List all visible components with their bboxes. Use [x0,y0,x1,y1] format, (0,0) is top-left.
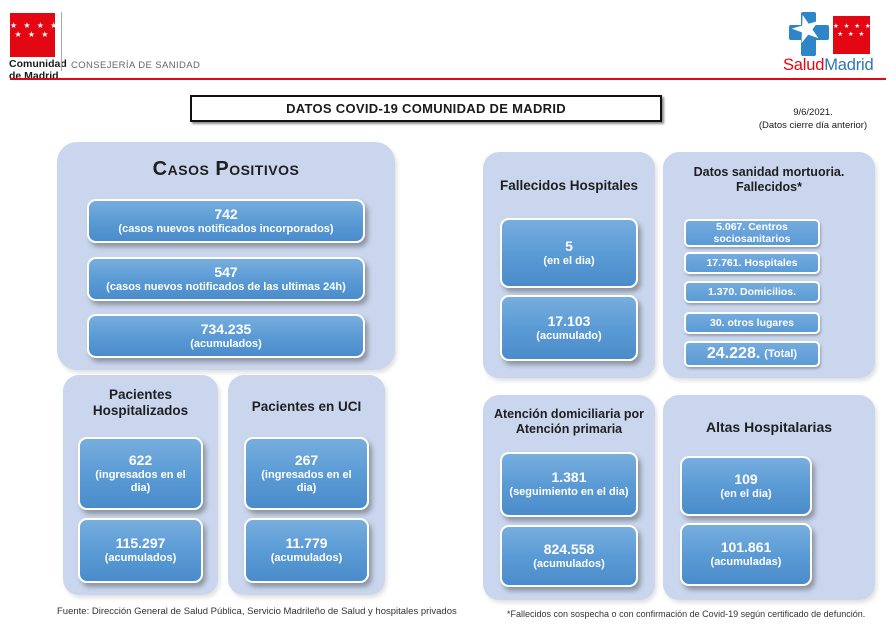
total-label: (Total) [764,348,798,360]
stat-label: (casos nuevos notificados incorporados) [118,222,334,235]
stat-value: 5 [565,237,573,254]
header-divider [61,12,62,71]
stat-value: 11.779 [285,535,328,552]
mort-row-total: 24.228. (Total) [684,341,820,367]
mort-row-sociosanitarios: 5.067. Centros sociosanitarios [684,219,820,247]
report-date: 9/6/2021. (Datos cierre día anterior) [748,106,878,132]
flag-stars-row1-icon: ★ ★ ★ ★ [10,21,60,30]
mort-row-otros-lugares: 30. otros lugares [684,312,820,334]
stat-label: (acumulado) [536,329,602,342]
panel-altas-hospitalarias: Altas Hospitalarias 109 (en el dia) 101.… [663,395,875,600]
stat-box-altas-acumuladas: 101.861 (acumuladas) [680,523,812,586]
stat-value: 109 [734,470,758,487]
stat-value: 734.235 [200,320,252,337]
flag-stars-row1-icon: ★ ★ ★ ★ [833,23,873,30]
salud-madrid-cross-icon: ★ [785,4,829,56]
stat-value: 1.381 [551,469,587,486]
stat-value: 17.103 [547,312,591,329]
stat-box-uci-acumulados: 11.779 (acumulados) [244,518,369,583]
panel-title: Datos sanidad mortuoria. Fallecidos* [693,165,845,194]
stat-label: (acumulados) [104,552,177,565]
panel-sanidad-mortuoria: Datos sanidad mortuoria. Fallecidos* 5.0… [663,152,875,378]
stat-label: (acumuladas) [710,556,782,569]
total-value: 24.228. [706,345,761,362]
panel-casos-positivos: Casos Positivos 742 (casos nuevos notifi… [57,142,395,370]
department-label: CONSEJERÍA DE SANIDAD [71,60,201,71]
panel-title: Casos Positivos [152,158,300,180]
stat-label: (ingresados en el dia) [95,468,186,495]
stat-label: (acumulados) [270,552,343,565]
panel-title: Pacientes Hospitalizados [92,387,189,418]
stat-value: 101.861 [720,539,772,556]
panel-title: Altas Hospitalarias [705,419,833,435]
stat-box-fallecidos-dia: 5 (en el dia) [500,218,638,288]
stat-value: 622 [128,451,153,468]
stat-box-hosp-dia: 622 (ingresados en el dia) [78,437,203,510]
mort-row-hospitales: 17.761. Hospitales [684,252,820,274]
stat-value: 115.297 [115,535,166,552]
stat-box-casos-24h: 547 (casos nuevos notificados de las ult… [87,257,365,301]
star-icon: ★ [784,4,829,53]
stat-box-atencion-dia: 1.381 (seguimiento en el dia) [500,452,638,517]
date-note: (Datos cierre día anterior) [758,120,868,131]
panel-title: Atención domiciliaria por Atención prima… [493,407,645,436]
comunidad-madrid-flag-icon: ★ ★ ★ ★ ★ ★ ★ [10,13,60,57]
comunidad-madrid-wordmark: Comunidad de Madrid [9,58,67,82]
panel-pacientes-hospitalizados: Pacientes Hospitalizados 622 (ingresados… [63,375,218,595]
stat-box-casos-incorporados: 742 (casos nuevos notificados incorporad… [87,199,365,243]
stat-value: 267 [294,451,319,468]
header-rule [10,78,886,80]
stat-label: (en el dia) [543,254,595,267]
page-title: DATOS COVID-19 COMUNIDAD DE MADRID [190,95,662,122]
panel-pacientes-uci: Pacientes en UCI 267 (ingresados en el d… [228,375,385,595]
date-value: 9/6/2021. [793,107,833,118]
stat-label: (ingresados en el dia) [261,468,352,495]
stat-box-casos-acumulados: 734.235 (acumulados) [87,314,365,358]
flag-stars-row2-icon: ★ ★ ★ [14,30,51,39]
panel-title: Fallecidos Hospitales [499,178,639,193]
stat-label: (casos nuevos notificados de las ultimas… [106,280,346,293]
deaths-footnote: *Fallecidos con sospecha o con confirmac… [507,609,866,619]
panel-fallecidos-hospitales: Fallecidos Hospitales 5 (en el dia) 17.1… [483,152,655,378]
stat-value: 824.558 [543,540,595,557]
stat-box-altas-dia: 109 (en el dia) [680,456,812,516]
salud-madrid-wordmark: SaludMadrid [783,56,874,74]
mort-row-domicilios: 1.370. Domicilios. [684,281,820,303]
stat-box-hosp-acumulados: 115.297 (acumulados) [78,518,203,583]
panel-atencion-domiciliaria: Atención domiciliaria por Atención prima… [483,395,655,600]
stat-label: (seguimiento en el dia) [509,486,629,499]
salud-madrid-flag-icon: ★ ★ ★ ★ ★ ★ ★ [833,16,873,54]
stat-label: (acumulados) [190,337,262,350]
stat-label: (acumulados) [533,557,605,570]
stat-label: (en el dia) [720,487,772,500]
source-note: Fuente: Dirección General de Salud Públi… [57,606,457,617]
stat-value: 547 [214,263,238,280]
stat-box-atencion-acumulados: 824.558 (acumulados) [500,525,638,587]
flag-stars-row2-icon: ★ ★ ★ [837,30,866,38]
panel-title: Pacientes en UCI [251,399,362,414]
stat-box-uci-dia: 267 (ingresados en el dia) [244,437,369,510]
stat-value: 742 [214,205,238,222]
stat-box-fallecidos-acumulado: 17.103 (acumulado) [500,295,638,361]
